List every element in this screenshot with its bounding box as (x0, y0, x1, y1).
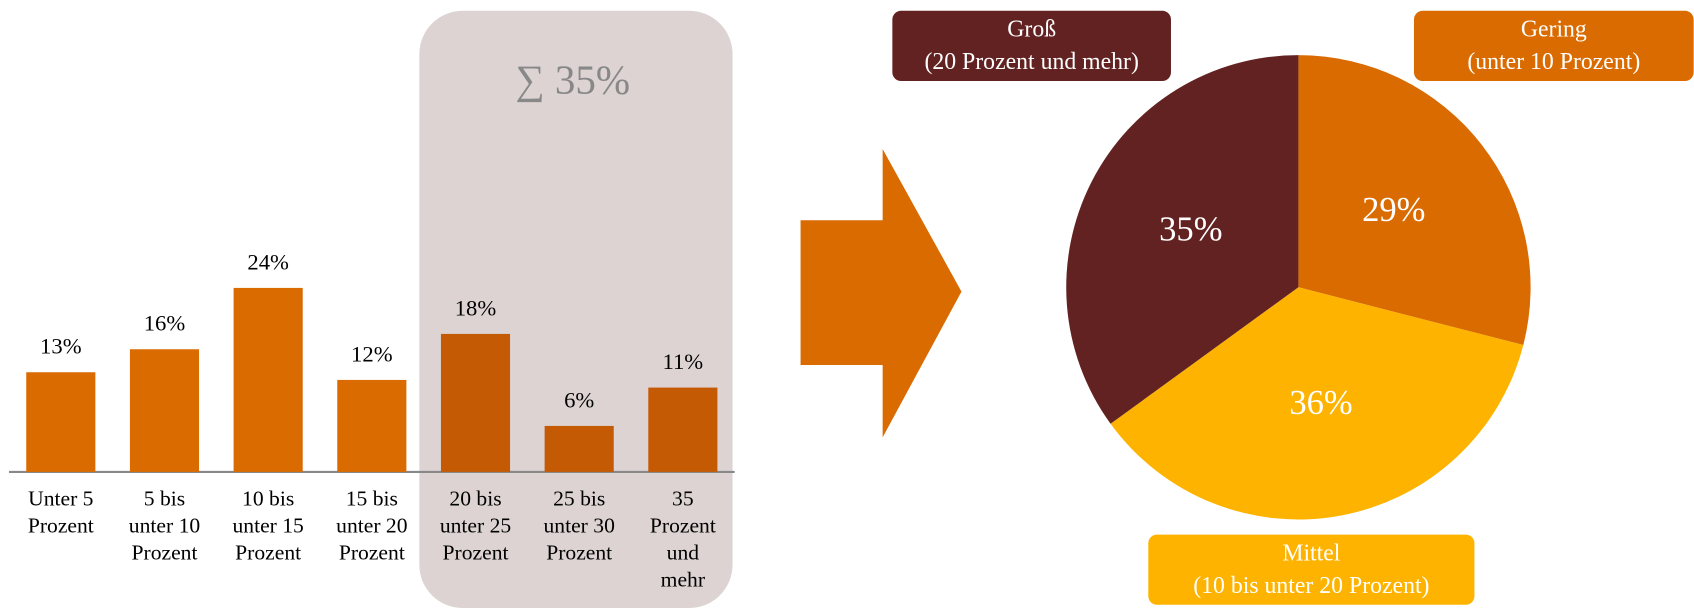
value-label: 11% (662, 349, 703, 374)
legend-label-box: Groß (20 Prozent und mehr) (924, 15, 1139, 75)
x-tick-label-box: 35 Prozent und mehr (649, 487, 716, 592)
value-label: 12% (351, 341, 393, 366)
value-label: 16% (144, 311, 186, 336)
x-tick-label: 35 Prozent und mehr (649, 487, 716, 592)
x-tick-label-box: 25 bis unter 30 Prozent (543, 487, 615, 565)
legend-label-box: Gering (unter 10 Prozent) (1467, 15, 1641, 75)
pie-slice (1110, 287, 1524, 520)
x-tick-label: 15 bis unter 20 Prozent (336, 487, 408, 565)
bar (544, 425, 614, 472)
x-tick-label-box: 15 bis unter 20 Prozent (336, 487, 408, 565)
bar (233, 287, 303, 472)
legend-box (1148, 534, 1475, 605)
value-label: 6% (564, 387, 594, 412)
pie-slice (1298, 55, 1531, 346)
x-tick-label: Unter 5 Prozent (27, 487, 94, 538)
arrow (800, 149, 962, 438)
x-tick-label: 25 bis unter 30 Prozent (543, 487, 615, 565)
legend-label-box: Mittel (10 bis unter 20 Prozent) (1193, 538, 1430, 598)
x-tick-label: 20 bis unter 25 Prozent (439, 487, 512, 565)
value-label: 13% (40, 334, 82, 359)
x-tick-label: 5 bis unter 10 Prozent (128, 487, 201, 565)
bar (129, 349, 200, 472)
x-tick-label: 10 bis unter 15 Prozent (232, 487, 304, 565)
x-tick-label-box: 5 bis unter 10 Prozent (128, 487, 201, 565)
annotation: ∑ 35% (515, 57, 630, 103)
x-tick-label-box: 20 bis unter 25 Prozent (439, 487, 512, 565)
legend-label: Mittel (10 bis unter 20 Prozent) (1193, 538, 1430, 598)
pie-slice (1066, 55, 1299, 424)
slice-label: 35% (1159, 210, 1222, 248)
x-tick-label-box: Unter 5 Prozent (27, 487, 94, 538)
legend-label: Gering (unter 10 Prozent) (1467, 15, 1641, 75)
bar (337, 379, 407, 472)
slice-label: 36% (1289, 384, 1352, 422)
value-label: 18% (455, 295, 497, 320)
legend-box (1413, 10, 1694, 81)
bar (26, 372, 96, 472)
x-tick-label-box: 10 bis unter 15 Prozent (232, 487, 304, 565)
bar (440, 333, 511, 472)
bar (648, 387, 718, 472)
legend-box (892, 10, 1171, 81)
legend-label: Groß (20 Prozent und mehr) (924, 15, 1139, 75)
value-label: 24% (247, 249, 289, 274)
slice-label: 29% (1362, 191, 1425, 229)
